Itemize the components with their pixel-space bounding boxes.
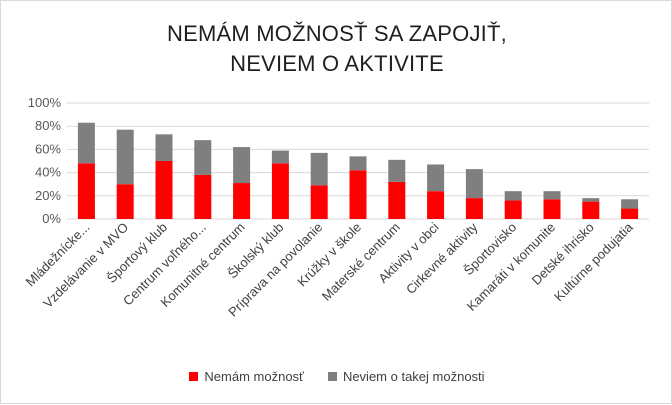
legend-item-neviem-o-takej-moznosti: Neviem o takej možnosti <box>327 369 485 384</box>
legend-swatch-nemam-moznost <box>189 372 199 381</box>
bar-neviem-o-takej-moznosti <box>349 156 367 171</box>
bar-nemam-moznost <box>271 163 289 219</box>
legend-label-neviem-o-takej-moznosti: Neviem o takej možnosti <box>342 369 485 384</box>
bar-neviem-o-takej-moznosti <box>427 164 445 192</box>
bar-neviem-o-takej-moznosti <box>233 147 251 184</box>
bar-neviem-o-takej-moznosti <box>155 134 173 161</box>
bar-neviem-o-takej-moznosti <box>116 129 134 185</box>
y-tick-label: 60% <box>35 141 61 156</box>
legend-label-nemam-moznost: Nemám možnosť <box>204 369 304 384</box>
bar-nemam-moznost <box>621 208 639 219</box>
y-tick-label: 100% <box>28 95 62 110</box>
bar-nemam-moznost <box>310 185 328 219</box>
legend-item-nemam-moznost: Nemám možnosť <box>189 369 304 384</box>
bar-nemam-moznost <box>504 200 522 219</box>
bar-nemam-moznost <box>155 161 173 219</box>
bar-neviem-o-takej-moznosti <box>194 140 212 175</box>
bar-nemam-moznost <box>77 163 95 219</box>
bar-nemam-moznost <box>233 183 251 219</box>
bar-neviem-o-takej-moznosti <box>465 169 483 199</box>
y-tick-label: 40% <box>35 165 61 180</box>
bar-nemam-moznost <box>543 199 561 219</box>
legend: Nemám možnosť Neviem o takej možnosti <box>1 369 672 384</box>
bar-neviem-o-takej-moznosti <box>504 191 522 201</box>
bar-nemam-moznost <box>194 174 212 219</box>
bar-neviem-o-takej-moznosti <box>77 122 95 164</box>
bar-neviem-o-takej-moznosti <box>621 199 639 209</box>
chart-title: NEMÁM MOŽNOSŤ SA ZAPOJIŤ, NEVIEM O AKTIV… <box>1 19 672 79</box>
legend-swatch-neviem-o-takej-moznosti <box>327 372 337 381</box>
bar-neviem-o-takej-moznosti <box>543 191 561 200</box>
chart-title-line-1: NEMÁM MOŽNOSŤ SA ZAPOJIŤ, <box>167 21 507 46</box>
bar-neviem-o-takej-moznosti <box>388 159 406 182</box>
bar-neviem-o-takej-moznosti <box>271 150 289 164</box>
y-tick-label: 0% <box>42 211 61 226</box>
chart-title-line-2: NEVIEM O AKTIVITE <box>230 51 444 76</box>
bar-nemam-moznost <box>388 181 406 219</box>
y-tick-label: 20% <box>35 188 61 203</box>
bar-nemam-moznost <box>582 201 600 219</box>
bar-neviem-o-takej-moznosti <box>582 198 600 202</box>
bar-neviem-o-takej-moznosti <box>310 152 328 186</box>
bar-nemam-moznost <box>116 184 134 219</box>
bar-nemam-moznost <box>349 170 367 219</box>
bar-nemam-moznost <box>465 198 483 219</box>
bar-nemam-moznost <box>427 191 445 219</box>
y-tick-label: 80% <box>35 118 61 133</box>
